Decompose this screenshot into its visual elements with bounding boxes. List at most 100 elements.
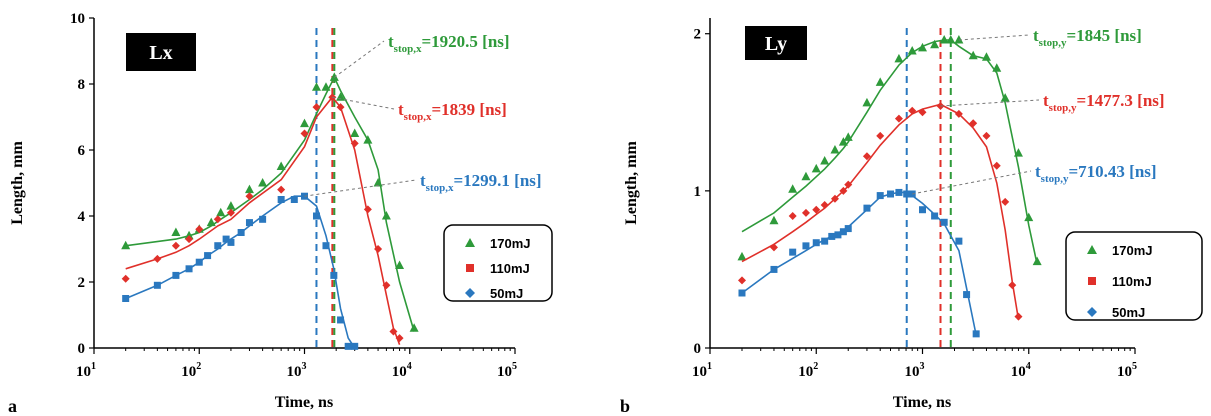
x-tick-label: 103 [905,361,925,380]
data-point [245,219,253,227]
data-point [830,145,840,154]
data-point [939,35,949,44]
series-50mJ [122,192,359,350]
data-point [931,212,939,220]
data-point [737,276,746,285]
title-box-label: Lx [149,42,172,64]
data-point [821,237,829,245]
y-axis-label: Length, mm [9,141,26,225]
data-point [972,330,980,338]
data-point [839,228,847,236]
data-point [895,188,903,196]
data-point [843,132,853,141]
data-point [769,215,779,225]
data-point [830,194,839,203]
y-axis-label: Length, mm [623,141,640,225]
data-point [1024,212,1034,222]
data-point [1032,256,1042,266]
data-point [277,185,286,194]
data-point [811,163,821,173]
y-tick-label: 10 [70,11,85,27]
chart-panel-a: 0 2 4 6 8 10 101 102 103 104 105 Time, ns Length, mm… [8,11,553,416]
data-point [172,271,180,279]
stop-time-annotation: tstop,x=1299.1 [ns] [420,171,542,194]
title-box [745,26,807,60]
data-point [171,241,180,250]
legend-box [1065,231,1203,321]
data-point [395,260,405,269]
data-point [769,243,778,252]
data-point [300,118,309,128]
data-point [955,237,963,245]
data-point [820,201,829,209]
data-point [389,327,398,336]
legend-label: 110mJ [490,261,530,276]
data-point [876,192,884,200]
data-point [227,238,235,246]
series-170mJ [737,35,1042,266]
data-point [954,109,963,118]
data-point [244,184,254,194]
data-point [954,35,964,44]
x-tick-label: 101 [76,361,96,380]
legend-marker [1087,245,1097,254]
data-point [788,212,797,220]
x-tick-label: 105 [1117,361,1137,380]
data-point [121,240,131,250]
data-point [788,184,798,193]
data-point [844,180,853,189]
legend-marker [466,264,474,272]
annotation-leader [958,34,1030,41]
x-tick-label: 105 [497,361,517,380]
data-point [300,129,309,138]
stop-time-annotation: tstop,x=1839 [ns] [398,100,507,123]
data-point [330,271,338,279]
data-point [919,206,926,214]
data-point [903,190,911,198]
data-point [820,156,830,165]
fit-curve [125,75,415,332]
data-point [122,295,130,302]
panel-label: a [8,396,17,416]
data-point [344,342,352,350]
x-tick-label: 104 [392,361,412,380]
stop-time-annotation: tstop,x=1920.5 [ns] [388,32,510,55]
data-point [828,232,836,240]
data-point [226,201,236,210]
y-tick-label: 4 [78,209,86,225]
data-point [838,137,848,146]
data-point [312,103,321,112]
data-point [982,131,991,140]
data-point [738,289,746,297]
data-point [311,82,321,91]
data-point [918,42,927,52]
fit-curve [125,195,356,349]
series-50mJ [738,188,980,338]
legend-marker [1088,277,1096,285]
data-point [382,281,391,290]
data-point [195,225,204,234]
data-point [153,254,162,263]
x-tick-label: 102 [798,361,818,380]
title-box [126,33,196,71]
data-point [290,196,298,203]
data-point [839,186,848,195]
data-point [863,204,871,212]
fit-curve [125,95,401,345]
data-point [801,208,810,217]
data-point [1001,197,1010,206]
legend-label: 50mJ [1112,305,1145,320]
fit-curve [741,39,1038,265]
stop-time-annotation: tstop,y=1477.3 [ns] [1043,91,1165,114]
data-point [992,63,1002,72]
data-point [770,265,778,273]
chart-panel-b: 0 1 2 101 102 103 104 105 Time, ns Length, mm b Ly t… [620,18,1203,416]
data-point [812,205,821,214]
fit-curve [741,103,1020,320]
legend-label: 110mJ [1112,274,1152,289]
y-tick-label: 1 [694,184,702,200]
data-point [121,274,130,283]
data-point [918,108,927,117]
data-point [1000,93,1010,102]
y-tick-label: 0 [694,341,702,357]
